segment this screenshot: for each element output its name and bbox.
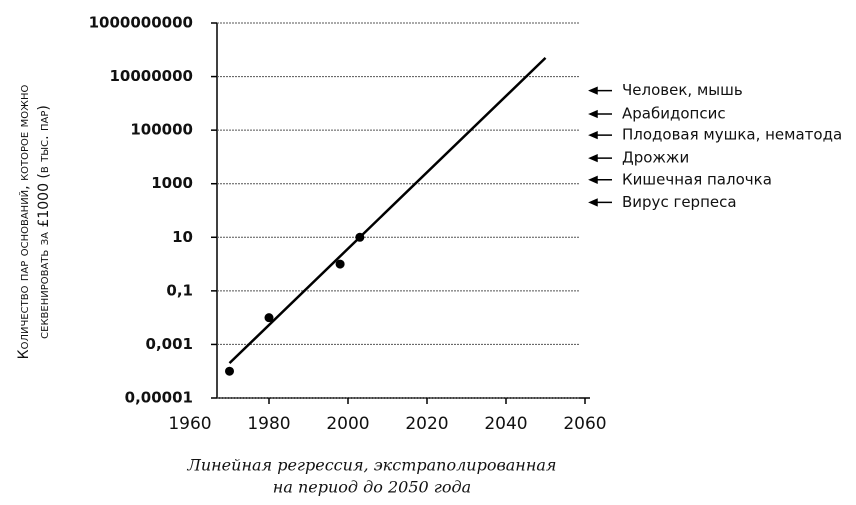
caption: Линейная регрессия, экстраполированная [186, 456, 556, 475]
annotation-label: Человек, мышь [622, 81, 743, 99]
annotation-arrow [588, 131, 612, 140]
annotation-arrow [588, 154, 612, 163]
y-axis-label: Количество пар оснований, которое можно [16, 85, 32, 360]
annotation-label: Арабидопсис [622, 105, 726, 123]
x-tick-label: 2060 [563, 414, 606, 434]
annotation-label: Плодовая мушка, нематода [622, 126, 842, 144]
y-tick-label: 1000000000 [89, 14, 193, 32]
caption: на период до 2050 года [273, 478, 471, 497]
x-tick-label: 2040 [484, 414, 527, 434]
y-tick-label: 0,1 [166, 281, 193, 299]
x-tick-label: 2020 [405, 414, 448, 434]
x-tick-label: 2000 [326, 414, 369, 434]
y-axis-label: секвенировать за £1000 (в тыс. пар) [36, 105, 52, 339]
data-point [225, 366, 234, 376]
annotation-arrow [588, 86, 612, 95]
annotation-arrow [588, 175, 612, 184]
data-point [264, 313, 274, 323]
annotation-arrow [588, 198, 612, 207]
y-tick-label: 1000 [151, 174, 193, 192]
y-tick-label: 10000000 [110, 67, 194, 85]
y-tick-label: 10 [172, 228, 193, 246]
y-tick-label: 100000 [130, 121, 193, 139]
y-tick-label: 0,001 [146, 335, 193, 353]
annotation-label: Дрожжи [622, 149, 689, 167]
annotation-label: Кишечная палочка [622, 170, 772, 188]
x-tick-label: 1960 [168, 414, 211, 434]
regression-line [228, 56, 547, 365]
y-tick-label: 0,00001 [125, 389, 193, 407]
x-tick-label: 1980 [247, 414, 290, 434]
annotation-arrow [588, 109, 612, 119]
data-point [335, 259, 345, 269]
annotation-label: Вирус герпеса [622, 193, 737, 211]
